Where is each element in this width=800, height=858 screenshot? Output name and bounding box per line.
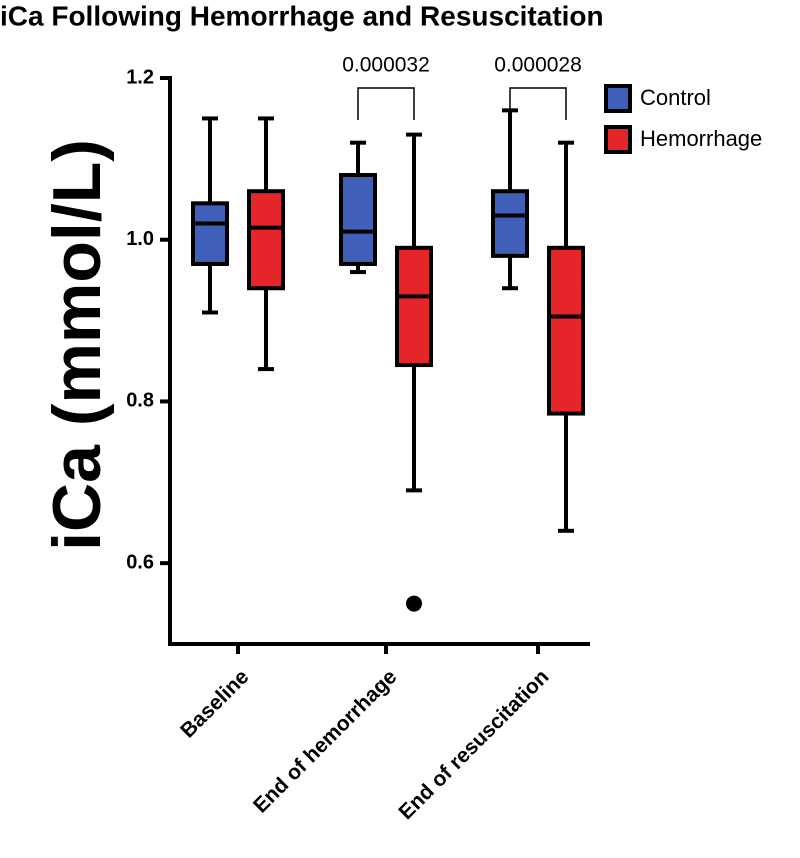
significance-bracket xyxy=(357,87,415,120)
box xyxy=(547,245,585,416)
outlier xyxy=(406,595,422,612)
y-axis-label: iCa (mmol/L) xyxy=(39,139,115,551)
y-tick-label: 0.8 xyxy=(126,390,154,412)
x-tick-label: Baseline xyxy=(176,665,253,742)
legend-swatch xyxy=(604,125,632,154)
legend-swatch xyxy=(604,84,632,113)
chart-title: iCa Following Hemorrhage and Resuscitati… xyxy=(0,0,604,31)
x-tick-label: End of resuscitation xyxy=(394,665,553,824)
box xyxy=(491,189,529,258)
y-tick-label: 1.2 xyxy=(126,66,154,88)
y-tick-label: 1.0 xyxy=(126,228,154,250)
y-tick-label: 0.6 xyxy=(126,551,154,573)
legend-label: Control xyxy=(640,85,711,110)
annotation: 0.000028 xyxy=(494,54,582,77)
box xyxy=(395,245,433,368)
box xyxy=(339,173,377,266)
box xyxy=(247,189,285,291)
x-tick-label: End of hemorrhage xyxy=(249,665,401,817)
box xyxy=(191,201,229,266)
legend-label: Hemorrhage xyxy=(640,126,762,151)
annotation: 0.000032 xyxy=(342,54,430,77)
significance-bracket xyxy=(509,87,567,120)
